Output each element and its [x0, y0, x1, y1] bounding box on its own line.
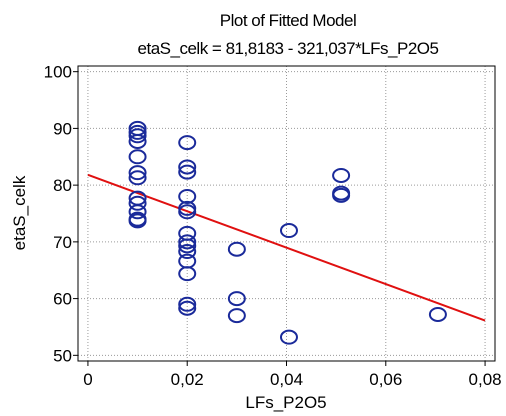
- y-tick-label: 80: [53, 176, 72, 195]
- fit-line-group: [87, 173, 486, 322]
- data-point: [178, 244, 197, 260]
- x-tick-label: 0,02: [171, 370, 204, 389]
- data-point: [178, 238, 197, 254]
- data-point: [332, 187, 351, 203]
- x-tick-labels: 0 0,02 0,04 0,06 0,08: [83, 370, 501, 389]
- x-tick-label: 0,08: [469, 370, 502, 389]
- y-tick-label: 70: [53, 233, 72, 252]
- chart-subtitle: etaS_celk = 81,8183 - 321,037*LFs_P2O5: [138, 39, 439, 58]
- x-tick-label: 0: [83, 370, 92, 389]
- data-point: [332, 167, 351, 183]
- data-point: [128, 133, 147, 149]
- y-tick-label: 50: [53, 346, 72, 365]
- x-tick-label: 0,04: [270, 370, 303, 389]
- data-point: [178, 188, 197, 204]
- x-axis-label: LFs_P2O5: [245, 393, 326, 412]
- fit-line: [87, 173, 486, 322]
- data-points: [128, 120, 447, 345]
- data-point: [128, 170, 147, 186]
- data-point: [128, 149, 147, 165]
- y-tick-label: 90: [53, 119, 72, 138]
- gridlines: [78, 66, 495, 361]
- axis-ticks: [73, 71, 486, 366]
- data-point: [279, 329, 298, 345]
- data-point: [128, 195, 147, 211]
- data-point: [279, 223, 298, 239]
- y-axis-label: etaS_celk: [10, 175, 29, 250]
- y-tick-label: 60: [53, 290, 72, 309]
- data-point: [128, 165, 147, 181]
- data-point: [227, 241, 246, 257]
- data-point: [178, 300, 197, 316]
- data-point: [178, 135, 197, 151]
- y-tick-labels: 50 60 70 80 90 100: [44, 63, 72, 366]
- data-point: [178, 159, 197, 175]
- data-point: [128, 204, 147, 220]
- data-point: [178, 204, 197, 220]
- data-point: [128, 213, 147, 229]
- data-point: [227, 291, 246, 307]
- data-point: [227, 308, 246, 324]
- data-point: [178, 296, 197, 312]
- chart-title: Plot of Fitted Model: [220, 11, 356, 30]
- data-point: [178, 164, 197, 180]
- data-point: [128, 128, 147, 144]
- y-tick-label: 100: [44, 63, 72, 82]
- data-point: [178, 266, 197, 282]
- x-tick-label: 0,06: [369, 370, 402, 389]
- data-point: [428, 306, 447, 322]
- data-point: [178, 234, 197, 250]
